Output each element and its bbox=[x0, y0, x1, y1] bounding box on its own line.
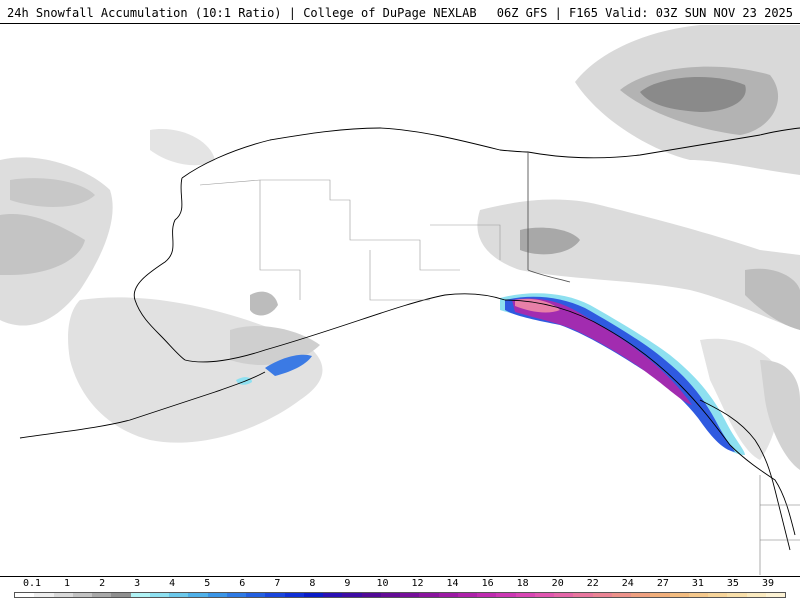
legend-swatch bbox=[573, 593, 593, 597]
legend-swatch bbox=[400, 593, 420, 597]
legend-swatch bbox=[92, 593, 112, 597]
legend-swatch bbox=[342, 593, 362, 597]
legend-swatch bbox=[419, 593, 439, 597]
legend-swatch bbox=[149, 593, 169, 597]
legend-swatch bbox=[554, 593, 574, 597]
legend-label: 12 bbox=[411, 578, 424, 589]
legend-swatch bbox=[746, 593, 766, 597]
legend-swatch bbox=[15, 593, 35, 597]
legend-label: 8 bbox=[309, 578, 316, 589]
snow-region-peninsula bbox=[265, 354, 312, 376]
legend-swatch bbox=[323, 593, 343, 597]
legend-swatch bbox=[457, 593, 477, 597]
southeast-coast bbox=[504, 299, 796, 536]
legend-swatch bbox=[169, 593, 189, 597]
borough-line bbox=[430, 224, 501, 260]
legend-swatch bbox=[53, 593, 73, 597]
legend-label: 35 bbox=[726, 578, 739, 589]
borough-line bbox=[259, 180, 301, 300]
legend-label: 16 bbox=[481, 578, 494, 589]
legend-label: 31 bbox=[691, 578, 704, 589]
legend-swatch bbox=[669, 593, 689, 597]
legend-label: 9 bbox=[344, 578, 351, 589]
alaska-peninsula bbox=[184, 293, 506, 363]
legend-label: 14 bbox=[446, 578, 459, 589]
legend-label: 39 bbox=[761, 578, 775, 589]
run-info: 06Z GFS | F165 Valid: 03Z SUN NOV 23 202… bbox=[496, 6, 793, 20]
legend-label: 27 bbox=[656, 578, 669, 589]
borough-line bbox=[369, 250, 430, 301]
snow-region bbox=[640, 76, 746, 112]
legend-swatch bbox=[34, 593, 54, 597]
snow-region bbox=[0, 214, 85, 275]
legend-swatch bbox=[631, 593, 651, 597]
interior-boundaries bbox=[199, 179, 800, 575]
legend-label: 4 bbox=[169, 578, 176, 589]
bc-coast bbox=[699, 399, 791, 551]
legend-label: 20 bbox=[551, 578, 564, 589]
legend-labels: 0.1 1 2 3 4 5 6 7 8 9 10 12 14 16 18 20 22 24 27 31 35 39 bbox=[0, 578, 800, 590]
legend-swatch bbox=[130, 593, 150, 597]
borough-line bbox=[260, 179, 460, 271]
legend-swatch bbox=[226, 593, 246, 597]
color-legend: 0.1 1 2 3 4 5 6 7 8 9 10 12 14 16 18 20 22 24 27 31 35 39 bbox=[0, 576, 800, 600]
legend-swatch bbox=[496, 593, 516, 597]
snow-band-core bbox=[515, 298, 560, 313]
alaska-coastline bbox=[181, 127, 800, 179]
legend-swatch bbox=[708, 593, 728, 597]
snow-region bbox=[10, 178, 95, 207]
snow-region bbox=[520, 227, 580, 255]
legend-label: 2 bbox=[99, 578, 106, 589]
legend-label: 7 bbox=[274, 578, 281, 589]
aleutian-chain bbox=[19, 371, 266, 439]
heavy-snow-band bbox=[236, 293, 745, 455]
legend-label: 18 bbox=[516, 578, 529, 589]
yukon-bc-border bbox=[527, 269, 571, 283]
legend-swatch bbox=[765, 593, 785, 597]
legend-swatch bbox=[72, 593, 92, 597]
legend-swatch bbox=[477, 593, 497, 597]
legend-swatch bbox=[592, 593, 612, 597]
legend-swatch bbox=[284, 593, 304, 597]
borough-line bbox=[199, 179, 261, 186]
snowfall-map bbox=[0, 24, 800, 576]
legend-label: 0.1 bbox=[22, 578, 42, 589]
map-header: 24h Snowfall Accumulation (10:1 Ratio) |… bbox=[0, 0, 800, 24]
legend-swatch bbox=[534, 593, 554, 597]
legend-label: 6 bbox=[239, 578, 246, 589]
legend-swatch bbox=[246, 593, 266, 597]
legend-swatch bbox=[515, 593, 535, 597]
legend-swatch bbox=[265, 593, 285, 597]
snow-region bbox=[760, 360, 800, 470]
legend-label: 22 bbox=[586, 578, 599, 589]
legend-swatch bbox=[380, 593, 400, 597]
legend-label: 10 bbox=[376, 578, 389, 589]
snow-band-mid bbox=[505, 296, 735, 452]
legend-label: 3 bbox=[134, 578, 141, 589]
legend-colorbar bbox=[14, 592, 786, 598]
legend-swatch bbox=[207, 593, 227, 597]
legend-swatch bbox=[727, 593, 747, 597]
legend-label: 5 bbox=[204, 578, 211, 589]
map-title: 24h Snowfall Accumulation (10:1 Ratio) |… bbox=[7, 6, 477, 20]
legend-label: 24 bbox=[621, 578, 634, 589]
legend-swatch bbox=[438, 593, 458, 597]
boundaries bbox=[19, 127, 800, 551]
light-snow-shading bbox=[0, 25, 800, 470]
legend-swatch bbox=[650, 593, 670, 597]
snow-region bbox=[700, 338, 782, 460]
legend-label: 1 bbox=[64, 578, 71, 589]
legend-swatch bbox=[188, 593, 208, 597]
snow-region bbox=[250, 291, 278, 316]
legend-swatch bbox=[111, 593, 131, 597]
legend-swatch bbox=[688, 593, 708, 597]
alaska-west-coast bbox=[133, 177, 186, 361]
legend-swatch bbox=[303, 593, 323, 597]
legend-swatch bbox=[361, 593, 381, 597]
snow-region bbox=[150, 129, 215, 166]
map-canvas bbox=[0, 25, 800, 575]
legend-swatch bbox=[611, 593, 631, 597]
snow-region bbox=[745, 268, 800, 330]
